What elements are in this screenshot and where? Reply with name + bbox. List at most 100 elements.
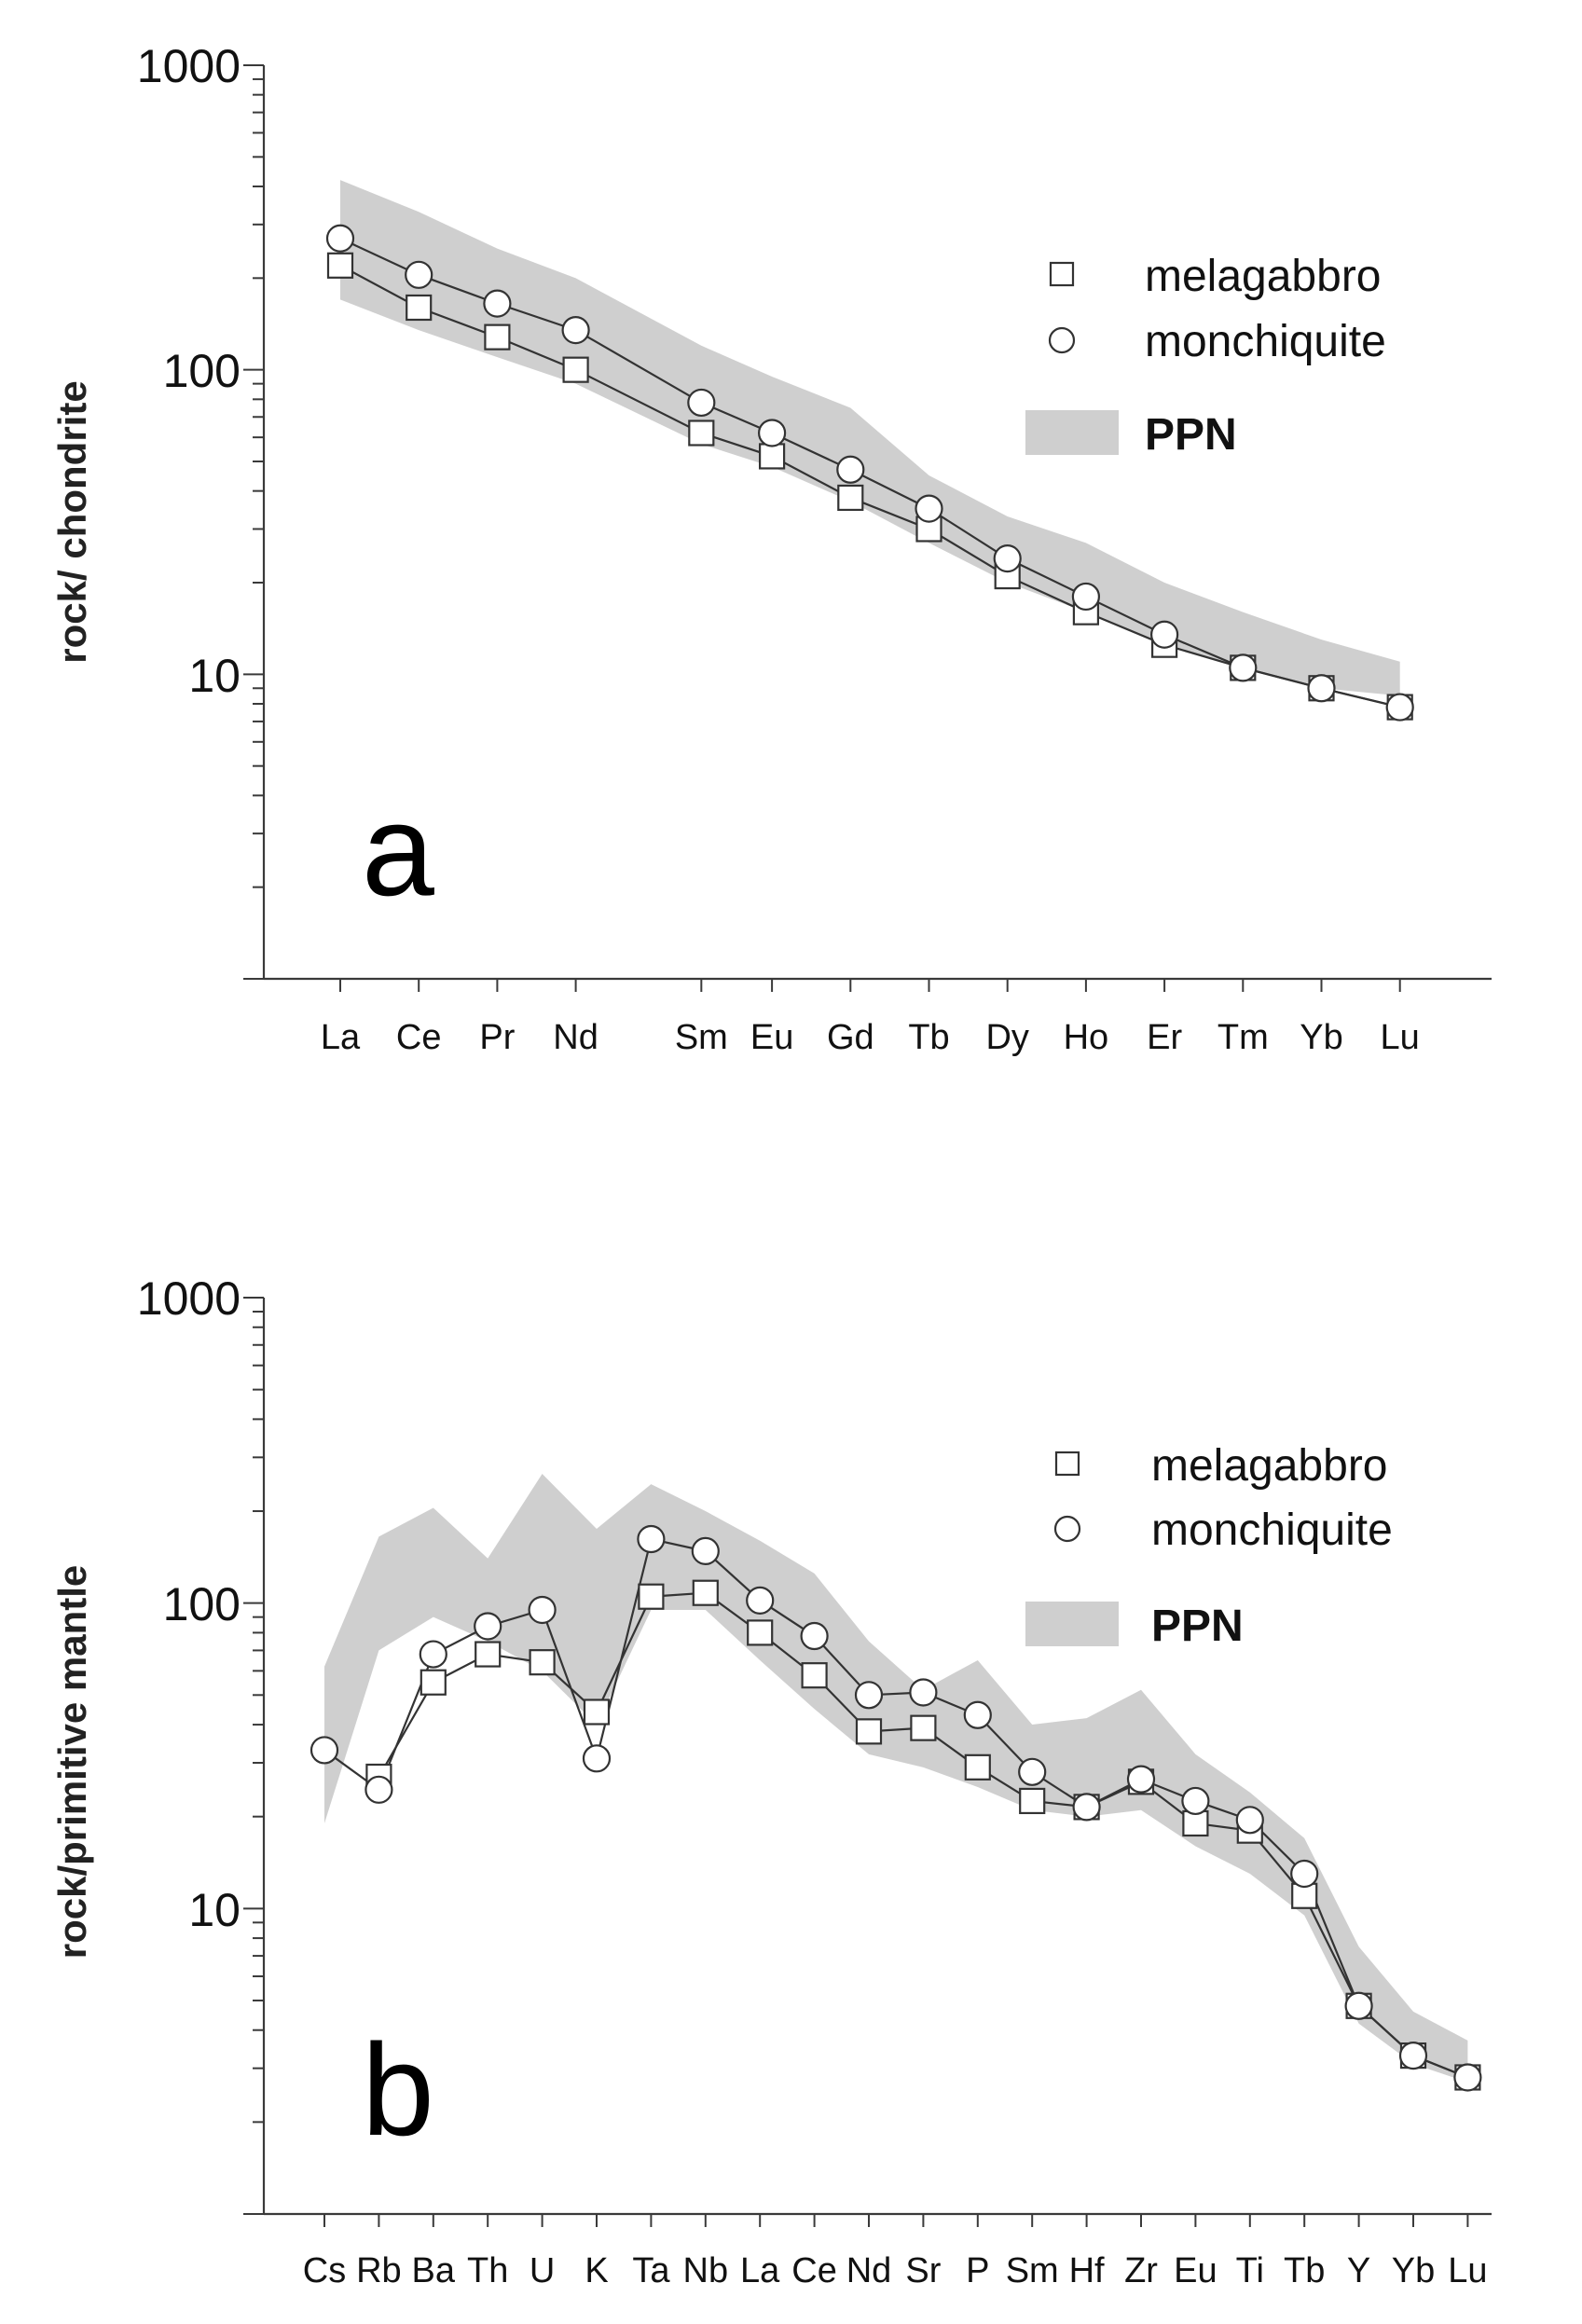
- melagabbro-point-eu-b: [1182, 1809, 1209, 1837]
- x-tick-label-er-a: Er: [1147, 1018, 1182, 1057]
- x-tick-label-ti-b: Ti: [1236, 2251, 1264, 2290]
- monchiquite-point-nd-b: [854, 1681, 884, 1710]
- legend-label-monchiquite-b: monchiquite: [1151, 1506, 1393, 1555]
- legend-a: melagabbro monchiquite PPN: [1025, 252, 1386, 460]
- monchiquite-point-ba-b: [419, 1640, 447, 1669]
- melagabbro-point-ba-b: [420, 1669, 447, 1696]
- monchiquite-point-er-a: [1149, 620, 1179, 649]
- monchiquite-point-tb-a: [915, 494, 943, 523]
- melagabbro-point-sm-a: [688, 419, 715, 447]
- melagabbro-point-sm-b: [1019, 1787, 1046, 1815]
- x-tick-label-hf-b: Hf: [1069, 2251, 1105, 2290]
- monchiquite-point-yb-a: [1307, 674, 1336, 703]
- monchiquite-point-ce-a: [405, 260, 433, 289]
- monchiquite-point-u-b: [528, 1595, 557, 1625]
- x-tick-label-la-b: La: [740, 2251, 780, 2290]
- melagabbro-point-sr-b: [910, 1714, 937, 1741]
- legend-ppn-swatch-a: [1025, 410, 1119, 455]
- melagabbro-point-th-b: [475, 1641, 502, 1668]
- x-tick-label-y-b: Y: [1347, 2251, 1370, 2290]
- panel-b-primitive-mantle-plot: Cs Rb Ba Th U K Ta Nb La Ce Nd Sr P Sm Hf Zr Eu Ti Tb Y Yb Lu…: [50, 1272, 1492, 2290]
- x-ticks-a: La Ce Pr Nd Sm Eu Gd Tb Dy Ho Er Tm Yb Lu: [321, 979, 1420, 1057]
- legend-label-ppn-b: PPN: [1151, 1602, 1244, 1651]
- y-tick-label-10-a: 10: [188, 650, 241, 702]
- x-tick-label-sm-a: Sm: [675, 1018, 728, 1057]
- y-axis-label-b: rock/primitive mantle: [50, 1565, 94, 1959]
- x-tick-label-nd-b: Nd: [846, 2251, 892, 2290]
- melagabbro-point-nd-b: [855, 1718, 883, 1745]
- monchiquite-point-sr-b: [909, 1678, 938, 1707]
- monchiquite-point-p-b: [963, 1700, 992, 1729]
- y-tick-label-100-b: 100: [163, 1578, 241, 1630]
- monchiquite-point-ti-b: [1235, 1806, 1264, 1835]
- x-tick-label-nd-a: Nd: [553, 1018, 598, 1057]
- monchiquite-point-hf-b: [1072, 1793, 1101, 1822]
- x-tick-label-ta-b: Ta: [632, 2251, 670, 2290]
- x-tick-label-tb-a: Tb: [908, 1018, 949, 1057]
- melagabbro-point-nd-a: [562, 356, 589, 383]
- x-tick-label-gd-a: Gd: [827, 1018, 874, 1057]
- x-tick-label-la-a: La: [321, 1018, 361, 1057]
- x-tick-label-tb-b: Tb: [1284, 2251, 1325, 2290]
- panel-letter-a: a: [362, 777, 434, 923]
- ppn-band-a: [340, 180, 1400, 696]
- ppn-band-polygon-b: [324, 1473, 1468, 2083]
- monchiquite-point-nd-a: [561, 315, 590, 345]
- monchiquite-point-rb-b: [365, 1775, 393, 1804]
- melagabbro-point-u-b: [529, 1649, 556, 1676]
- monchiquite-point-lu-b: [1453, 2063, 1482, 2092]
- x-tick-label-nb-b: Nb: [683, 2251, 729, 2290]
- monchiquite-point-eu-a: [757, 419, 787, 447]
- monchiquite-point-gd-a: [836, 455, 865, 484]
- x-tick-label-k-b: K: [585, 2251, 608, 2290]
- monchiquite-point-yb-b: [1398, 2042, 1428, 2070]
- series-markers-b: [310, 1524, 1482, 2092]
- x-tick-label-yb-a: Yb: [1300, 1018, 1342, 1057]
- x-tick-label-tm-a: Tm: [1217, 1018, 1269, 1057]
- melagabbro-point-ce-a: [406, 294, 433, 322]
- x-ticks-b: Cs Rb Ba Th U K Ta Nb La Ce Nd Sr P Sm Hf Zr Eu Ti Tb Y Yb Lu: [303, 2214, 1488, 2290]
- monchiquite-point-ho-a: [1071, 582, 1101, 612]
- legend-circle-marker-a: [1048, 326, 1076, 354]
- melagabbro-point-k-b: [583, 1698, 611, 1726]
- monchiquite-point-tb-b: [1290, 1859, 1319, 1889]
- legend-ppn-swatch-b: [1025, 1602, 1119, 1646]
- melagabbro-point-eu-a: [758, 443, 786, 470]
- monchiquite-point-ce-b: [800, 1621, 829, 1651]
- monchiquite-point-th-b: [474, 1612, 502, 1641]
- legend-label-monchiquite-a: monchiquite: [1145, 317, 1386, 366]
- x-tick-label-ce-b: Ce: [791, 2251, 837, 2290]
- x-tick-label-zr-b: Zr: [1124, 2251, 1158, 2290]
- x-tick-label-u-b: U: [530, 2251, 555, 2290]
- legend-b: melagabbro monchiquite PPN: [1025, 1441, 1393, 1651]
- x-tick-label-ce-a: Ce: [396, 1018, 442, 1057]
- x-tick-label-pr-a: Pr: [479, 1018, 515, 1057]
- monchiquite-point-k-b: [582, 1744, 612, 1773]
- melagabbro-point-p-b: [964, 1753, 991, 1781]
- y-tick-label-1000-b: 1000: [137, 1272, 241, 1325]
- monchiquite-point-lu-a: [1385, 693, 1414, 722]
- panel-letter-b: b: [362, 2016, 434, 2163]
- x-tick-label-cs-b: Cs: [303, 2251, 346, 2290]
- melagabbro-point-la-b: [747, 1619, 774, 1646]
- x-tick-label-ba-b: Ba: [412, 2251, 456, 2290]
- y-axis-label-a: rock/ chondrite: [50, 380, 94, 663]
- x-tick-label-sm-b: Sm: [1006, 2251, 1059, 2290]
- x-tick-label-dy-a: Dy: [985, 1018, 1028, 1057]
- monchiquite-point-pr-a: [483, 289, 512, 318]
- monchiquite-line-b: [323, 1537, 1468, 2079]
- x-tick-label-yb-b: Yb: [1392, 2251, 1435, 2290]
- series-markers-a: [325, 224, 1414, 722]
- ppn-band-polygon-a: [340, 180, 1400, 696]
- x-tick-label-lu-a: Lu: [1381, 1018, 1420, 1057]
- x-tick-label-p-b: P: [966, 2251, 989, 2290]
- panel-a-chondrite-plot: La Ce Pr Nd Sm Eu Gd Tb Dy Ho Er Tm Yb Lu 1000 100 10…: [50, 40, 1492, 1057]
- x-tick-label-eu-a: Eu: [750, 1018, 793, 1057]
- legend-label-melagabbro-b: melagabbro: [1151, 1441, 1388, 1491]
- legend-label-melagabbro-a: melagabbro: [1145, 252, 1382, 301]
- y-tick-label-10-b: 10: [188, 1884, 241, 1936]
- melagabbro-point-nb-b: [692, 1579, 719, 1606]
- x-tick-label-rb-b: Rb: [356, 2251, 402, 2290]
- monchiquite-point-tm-a: [1229, 653, 1258, 682]
